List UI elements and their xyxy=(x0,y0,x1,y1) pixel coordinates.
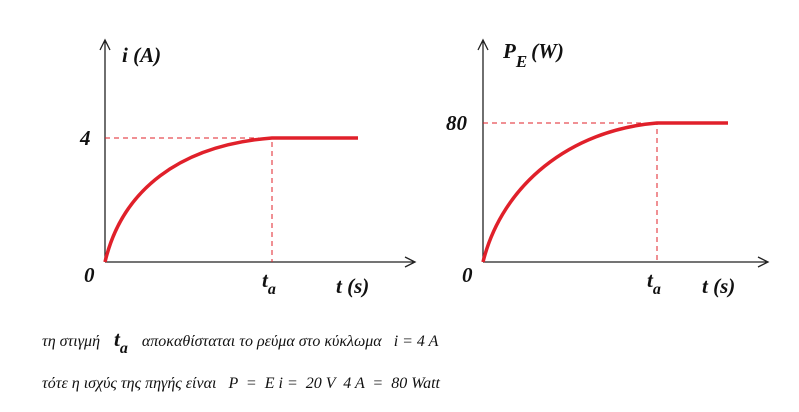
subscript: a xyxy=(120,340,128,357)
text-line: τότε η ισχύς της πηγής είναι P = E i = 2… xyxy=(42,375,441,392)
y-axis-label: PE (W) xyxy=(502,39,564,71)
text-line: τη στιγμή ta αποκαθίσταται το ρεύμα στο κύ… xyxy=(42,327,439,357)
time-label: ta xyxy=(647,268,661,298)
x-axis-label: t (s) xyxy=(336,274,369,298)
text: τη στιγμή xyxy=(42,333,100,350)
subscript: a xyxy=(653,281,661,298)
level-label: 4 xyxy=(79,126,91,150)
x-axis-label: t (s) xyxy=(702,274,735,298)
symbol: P xyxy=(502,39,516,63)
symbol: t xyxy=(647,268,654,292)
curve xyxy=(481,121,728,263)
graph-current: i (A) 4 0 ta t (s) xyxy=(79,38,417,298)
level-label: 80 xyxy=(446,111,468,135)
origin-label: 0 xyxy=(462,263,473,287)
origin-label: 0 xyxy=(84,263,95,287)
curve xyxy=(103,136,358,263)
symbol: i xyxy=(122,43,128,67)
graph-power: PE (W) 80 0 ta t (s) xyxy=(446,38,770,298)
subscript: E xyxy=(515,52,527,71)
symbol: t xyxy=(262,268,269,292)
axes xyxy=(99,38,417,268)
unit: (W) xyxy=(531,39,564,63)
guide-lines xyxy=(105,137,273,262)
guide-lines xyxy=(483,122,658,262)
unit: (A) xyxy=(133,43,161,67)
axes xyxy=(477,38,770,268)
subscript: a xyxy=(268,281,276,298)
time-label: ta xyxy=(262,268,276,298)
symbol: t xyxy=(114,327,121,351)
y-axis-label: i (A) xyxy=(122,43,161,67)
text: αποκαθίσταται το ρεύμα στο κύκλωμα i = 4… xyxy=(142,333,439,350)
